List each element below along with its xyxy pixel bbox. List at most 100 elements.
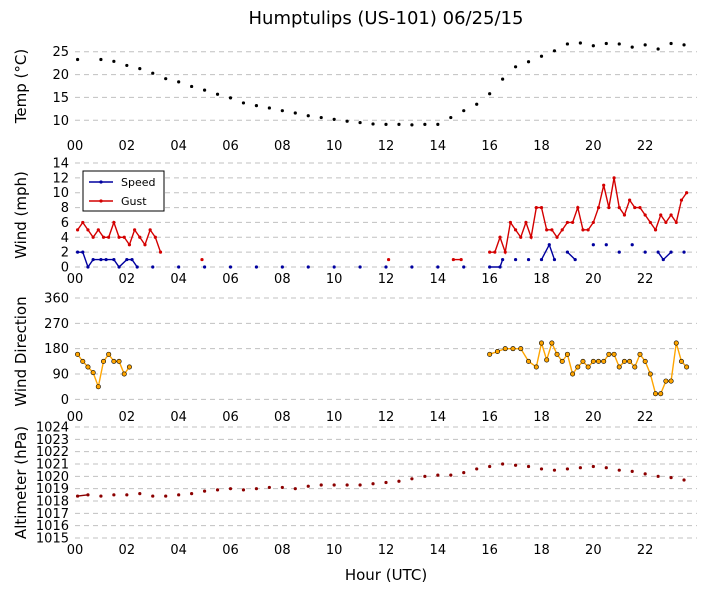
- legend-box: [82, 170, 165, 212]
- wind-data-point: [151, 265, 155, 269]
- altimeter-x-tick-label: 10: [326, 543, 343, 558]
- wind-data-point: [117, 235, 121, 239]
- wind-data-point: [596, 205, 601, 210]
- wind-data-point: [99, 257, 103, 262]
- direction-data-point: [616, 364, 622, 370]
- wind-data-point: [143, 243, 147, 247]
- direction-x-tick-label: 00: [67, 410, 84, 425]
- wind-data-point: [133, 228, 137, 232]
- altimeter-data-point: [591, 464, 595, 469]
- wind-data-point: [280, 265, 284, 269]
- altimeter-y-tick-label: 1016: [36, 519, 69, 534]
- altimeter-y-tick-label: 1021: [36, 458, 69, 473]
- temp-data-point: [75, 57, 80, 62]
- wind-x-tick-label: 06: [222, 272, 239, 287]
- wind-data-point: [573, 257, 577, 262]
- altimeter-data-point: [552, 468, 557, 472]
- altimeter-x-tick-label: 06: [222, 543, 239, 558]
- altimeter-data-point: [319, 483, 323, 487]
- direction-series-0: [75, 340, 690, 397]
- wind-data-point: [91, 235, 95, 239]
- altimeter-x-tick-label: 18: [533, 543, 550, 558]
- temp-data-point: [449, 115, 453, 120]
- altimeter-data-point: [682, 478, 686, 482]
- wind-data-point: [513, 228, 518, 232]
- altimeter-x-tick-label: 08: [274, 543, 291, 558]
- wind-y-tick-label: 2: [61, 246, 69, 261]
- direction-data-point: [627, 358, 633, 364]
- temp-data-point: [488, 92, 492, 96]
- wind-legend: Speed Gust: [82, 170, 165, 212]
- direction-y-tick-label: 360: [44, 292, 69, 307]
- direction-data-point: [570, 371, 576, 377]
- wind-data-point: [122, 235, 126, 239]
- altimeter-data-point: [462, 471, 466, 475]
- temp-series-0: [75, 41, 686, 127]
- direction-data-point: [549, 340, 555, 346]
- wind-data-point: [462, 265, 466, 269]
- altimeter-data-point: [436, 473, 440, 477]
- temp-data-point: [241, 101, 246, 105]
- altimeter-x-tick-label: 22: [637, 543, 654, 558]
- temp-data-point: [151, 71, 155, 75]
- wind-data-point: [135, 265, 139, 269]
- legend-label: Speed: [121, 176, 155, 189]
- direction-data-point: [80, 358, 86, 364]
- altimeter-data-point: [449, 473, 453, 477]
- wind-data-point: [228, 265, 233, 269]
- wind-x-tick-label: 20: [585, 272, 602, 287]
- wind-data-point: [656, 250, 660, 254]
- wind-y-tick-label: 8: [61, 201, 69, 216]
- direction-data-point: [668, 378, 674, 384]
- temp-data-point: [306, 114, 310, 118]
- chart-title: Humptulips (US-101) 06/25/15: [249, 8, 524, 29]
- wind-data-point: [501, 257, 505, 262]
- wind-data-point: [674, 220, 678, 225]
- altimeter-y-tick-label: 1018: [36, 495, 69, 510]
- altimeter-data-point: [501, 462, 505, 466]
- wind-data-point: [591, 220, 595, 225]
- wind-data-point: [661, 257, 665, 262]
- wind-x-tick-label: 04: [170, 272, 187, 287]
- wind-data-point: [158, 250, 163, 254]
- direction-y-tick-label: 90: [52, 368, 69, 383]
- altimeter-x-tick-label: 12: [378, 543, 395, 558]
- legend-marker: [99, 180, 103, 184]
- altimeter-data-point: [99, 494, 103, 498]
- wind-data-point: [436, 265, 440, 269]
- temp-data-point: [565, 42, 570, 46]
- temp-data-point: [99, 57, 103, 62]
- wind-data-point: [91, 257, 95, 262]
- altimeter-data-point: [358, 483, 362, 487]
- altimeter-data-point: [228, 487, 233, 491]
- wind-y-tick-label: 6: [61, 216, 69, 231]
- temp-data-point: [125, 63, 129, 68]
- wind-data-point: [513, 257, 518, 262]
- wind-data-point: [576, 205, 580, 210]
- altimeter-data-point: [280, 485, 284, 490]
- temp-data-point: [345, 119, 349, 123]
- wind-data-point: [560, 228, 564, 232]
- wind-data-point: [565, 250, 570, 254]
- wind-data-point: [177, 265, 181, 269]
- wind-x-tick-label: 00: [67, 272, 84, 287]
- direction-data-point: [678, 358, 684, 364]
- wind-x-tick-label: 10: [326, 272, 343, 287]
- wind-data-point: [622, 213, 627, 217]
- altimeter-y-tick-label: 1015: [36, 532, 69, 547]
- direction-data-point: [637, 351, 643, 357]
- wind-data-point: [653, 228, 658, 232]
- wind-data-point: [638, 205, 642, 210]
- altimeter-data-point: [578, 466, 582, 470]
- direction-y-axis-label: Wind Direction: [12, 296, 30, 406]
- temp-data-point: [267, 106, 271, 110]
- temp-data-point: [578, 41, 582, 45]
- direction-data-point: [585, 364, 591, 370]
- temp-data-point: [604, 41, 608, 46]
- altimeter-y-tick-label: 1020: [36, 470, 69, 485]
- wind-data-point: [565, 220, 570, 225]
- wind-series-line: [489, 177, 688, 255]
- temp-data-point: [423, 122, 427, 126]
